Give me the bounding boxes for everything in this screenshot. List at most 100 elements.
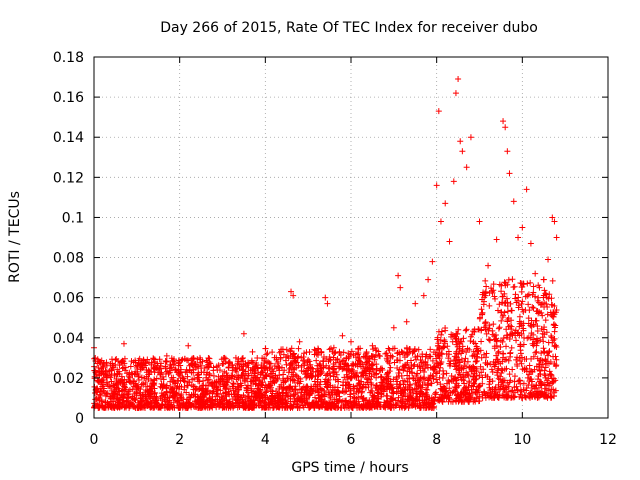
data-point (274, 400, 281, 407)
data-point (107, 394, 114, 401)
data-point (382, 376, 389, 383)
data-point (237, 382, 244, 389)
data-point (144, 383, 151, 390)
data-point (278, 346, 285, 353)
data-point (288, 360, 295, 367)
data-point (385, 345, 392, 352)
data-point (467, 333, 474, 340)
data-point (525, 291, 532, 298)
data-point (312, 381, 319, 388)
data-point (467, 134, 474, 141)
data-point (383, 371, 390, 378)
data-point (339, 332, 346, 339)
data-point (370, 346, 377, 353)
data-point (140, 400, 147, 407)
data-point (453, 330, 460, 337)
data-point (527, 240, 534, 247)
data-point (92, 355, 99, 362)
data-point (553, 234, 560, 241)
data-point (405, 404, 412, 411)
data-point (380, 384, 387, 391)
data-point (146, 388, 153, 395)
data-point (116, 370, 123, 377)
data-point (372, 383, 379, 390)
data-point (481, 351, 488, 358)
data-point (180, 396, 187, 403)
data-point (292, 372, 299, 379)
data-point (540, 292, 547, 299)
data-point (312, 394, 319, 401)
data-point (245, 372, 252, 379)
data-point (343, 397, 350, 404)
data-point (235, 392, 242, 399)
data-point (408, 402, 415, 409)
data-point (529, 385, 536, 392)
data-point (483, 283, 490, 290)
data-point (366, 354, 373, 361)
data-point (401, 386, 408, 393)
data-point (444, 380, 451, 387)
data-point (498, 282, 505, 289)
data-point (128, 358, 135, 365)
data-point (218, 393, 225, 400)
data-point (552, 363, 559, 370)
data-point (432, 389, 439, 396)
data-point (439, 398, 446, 405)
data-point (326, 346, 333, 353)
data-point (277, 355, 284, 362)
data-point (111, 371, 118, 378)
data-point (242, 402, 249, 409)
data-point (459, 398, 466, 405)
data-point (368, 379, 375, 386)
data-point (515, 234, 522, 241)
data-point (482, 277, 489, 284)
data-point (273, 377, 280, 384)
data-point (368, 362, 375, 369)
data-point (340, 379, 347, 386)
x-tick-label: 12 (599, 432, 617, 448)
data-point (262, 345, 269, 352)
data-point (473, 375, 480, 382)
data-point (473, 343, 480, 350)
data-point (121, 355, 128, 362)
data-point (429, 357, 436, 364)
data-point (234, 386, 241, 393)
data-point (440, 344, 447, 351)
data-point (301, 358, 308, 365)
data-point (275, 392, 282, 399)
data-point (539, 391, 546, 398)
data-point (397, 284, 404, 291)
data-point (518, 320, 525, 327)
data-point (542, 393, 549, 400)
data-point (495, 381, 502, 388)
data-point (371, 392, 378, 399)
data-point (552, 342, 559, 349)
data-point (374, 395, 381, 402)
data-point (260, 368, 267, 375)
chart-title: Day 266 of 2015, Rate Of TEC Index for r… (160, 20, 538, 36)
data-point (363, 360, 370, 367)
data-point (444, 392, 451, 399)
data-point (403, 361, 410, 368)
data-point (249, 348, 256, 355)
data-point (486, 302, 493, 309)
data-point (535, 394, 542, 401)
data-point (535, 310, 542, 317)
data-point (485, 336, 492, 343)
y-axis-label: ROTI / TECUs (7, 191, 23, 283)
data-point (157, 362, 164, 369)
data-point (183, 389, 190, 396)
data-point (202, 391, 209, 398)
data-point (375, 390, 382, 397)
data-point (511, 384, 518, 391)
data-point (434, 379, 441, 386)
data-point (516, 320, 523, 327)
data-point (159, 383, 166, 390)
data-point (137, 360, 144, 367)
data-point (381, 383, 388, 390)
data-point (489, 378, 496, 385)
data-point (263, 388, 270, 395)
data-point (452, 335, 459, 342)
data-point (313, 357, 320, 364)
data-point (545, 295, 552, 302)
